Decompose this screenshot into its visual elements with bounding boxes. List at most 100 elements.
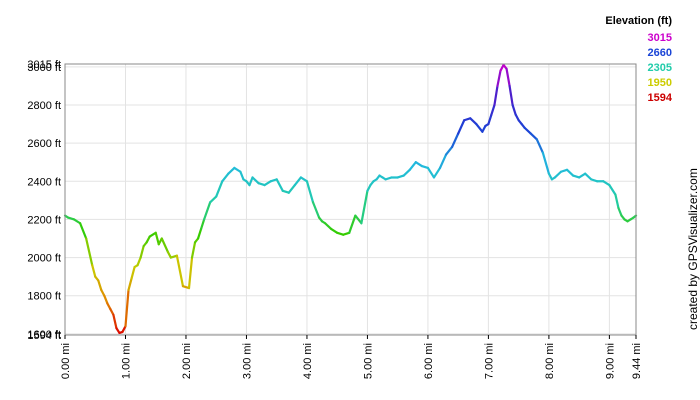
elevation-segment [565,168,575,177]
x-tick-label: 3.00 mi [241,343,253,379]
elevation-segment [203,201,212,221]
elevation-segment [505,67,511,88]
elevation-segment [511,103,517,116]
elevation-segment [227,166,236,175]
elevation-segment [305,180,315,204]
elevation-segment [475,122,484,133]
elevation-segment [215,180,224,198]
legend-item: 2305 [648,62,672,74]
elevation-segment [457,119,466,135]
legend: Elevation (ft) 3015 2660 2305 1950 1594 [605,15,672,104]
elevation-segment [487,113,493,126]
elevation-segment [535,138,544,154]
x-tick-label: 8.00 mi [544,343,556,379]
y-tick-label: 3000 ft [27,62,61,74]
elevation-segment [444,145,454,156]
elevation-segment [311,201,321,219]
y-tick-label: 2400 ft [27,176,61,188]
elevation-segment [451,132,460,149]
x-tick-label: 7.00 mi [483,343,495,379]
elevation-segment [408,161,417,171]
elevation-segment [160,237,169,253]
elevation-segment [496,69,502,88]
plot-frame [64,63,637,336]
elevation-segment [127,277,133,292]
legend-item: 2660 [648,47,672,59]
elevation-segment [97,279,103,292]
elevation-segment [251,176,260,185]
elevation-segment [130,266,136,280]
elevation-segment [541,151,550,175]
grid-lines [65,64,636,335]
elevation-segment [175,254,185,288]
y-tick-label: 3015 ft [27,59,61,71]
y-tick-label: 2200 ft [27,214,61,226]
elevation-segment [293,176,303,187]
elevation-segment [85,237,94,267]
elevation-segment [209,195,218,204]
elevation-segment [354,214,363,225]
legend-item: 1950 [648,77,672,89]
elevation-segment [263,180,272,187]
elevation-segment [529,132,538,141]
elevation-segment [154,231,160,246]
elevation-segment [523,126,532,135]
elevation-segment [508,84,514,107]
y-tick-label: 2600 ft [27,138,61,150]
elevation-segment [414,161,423,168]
legend-item: 1594 [648,92,673,104]
x-tick-label: 5.00 mi [362,343,374,379]
elevation-segment [239,170,245,181]
elevation-segment [139,245,145,259]
y-tick-label: 2000 ft [27,253,61,265]
legend-title: Elevation (ft) [605,15,672,27]
y-tick-label: 2800 ft [27,100,61,112]
x-tick-label: 9.00 mi [604,343,616,379]
elevation-segment [360,189,369,225]
elevation-segment [136,256,142,267]
elevation-segment [553,170,563,179]
elevation-segment [426,166,436,179]
x-tick-label: 9.44 mi [631,343,643,379]
elevation-segment [617,206,623,217]
y-tick-label: 1594 ft [27,330,61,342]
elevation-segment [348,214,357,234]
elevation-segment [187,256,194,290]
elevation-segment [614,193,620,210]
elevation-segment [490,103,496,116]
elevation-line [63,63,638,335]
elevation-segment [196,227,203,240]
x-tick-label: 6.00 mi [423,343,435,379]
elevation-segment [299,176,309,183]
elevation-segment [584,172,593,181]
elevation-segment [275,178,284,192]
legend-item: 3015 [648,32,672,44]
elevation-segment [79,222,88,240]
elevation-segment [469,117,478,126]
y-tick-label: 1800 ft [27,291,61,303]
x-axis-ticks: 0.00 mi 1.00 mi 2.00 mi 3.00 mi 4.00 mi 5.00 … [60,335,643,379]
elevation-segment [578,172,587,179]
elevation-segment [602,180,611,187]
elevation-segment [199,218,206,231]
elevation-segment [432,166,442,179]
elevation-segment [221,172,230,183]
y-tick-label: 1600 ft [27,329,61,341]
elevation-segment [402,168,411,177]
x-tick-label: 4.00 mi [302,343,314,379]
elevation-segment [287,184,296,194]
elevation-segment [124,288,130,328]
x-tick-label: 0.00 mi [60,343,72,379]
elevation-segment [103,294,109,305]
elevation-segment [330,227,339,234]
elevation-segment [323,222,333,231]
elevation-segment [148,231,157,238]
elevation-segment [248,176,254,187]
elevation-segment [493,84,499,107]
x-tick-label: 2.00 mi [181,343,193,379]
elevation-segment [72,218,82,225]
elevation-segment [438,153,448,170]
x-tick-label: 1.00 mi [120,343,132,379]
